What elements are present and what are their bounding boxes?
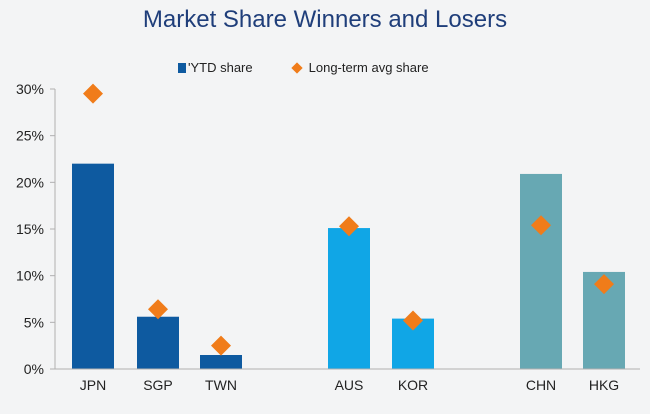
y-tick-label: 20% [16, 174, 44, 190]
x-tick-label: SGP [143, 377, 173, 393]
legend-item-ytd: 'YTD share [178, 60, 253, 75]
x-tick-label: TWN [205, 377, 237, 393]
diamond-sgp [148, 299, 168, 320]
bar-sgp [137, 316, 179, 369]
diamond-twn [211, 335, 231, 356]
x-tick-label: JPN [80, 377, 106, 393]
x-tick-label: KOR [398, 377, 428, 393]
y-tick-label: 25% [16, 128, 44, 144]
y-tick-label: 10% [16, 268, 44, 284]
x-tick-label: CHN [526, 377, 556, 393]
bar-jpn [72, 163, 114, 369]
legend-swatch-ytd [178, 62, 186, 73]
chart-title: Market Share Winners and Losers [142, 6, 508, 33]
diamond-chn [531, 215, 551, 236]
x-tick-label: HKG [589, 377, 619, 393]
y-tick-label: 30% [16, 81, 44, 97]
legend-label-longterm: Long-term avg share [308, 60, 429, 75]
diamond-hkg [594, 274, 614, 295]
legend-item-longterm: Long-term avg share [290, 60, 429, 75]
diamond-aus [339, 216, 359, 237]
legend-label-ytd: 'YTD share [188, 60, 253, 75]
y-tick-label: 5% [24, 314, 44, 330]
bar-twn [200, 355, 242, 369]
y-tick-label: 0% [24, 361, 44, 377]
bar-chn [520, 173, 562, 369]
y-tick-label: 15% [16, 221, 44, 237]
bar-aus [328, 228, 370, 369]
x-tick-label: AUS [335, 377, 364, 393]
diamond-jpn [83, 83, 103, 104]
legend: 'YTD share Long-term avg share [178, 60, 469, 75]
diamond-kor [403, 310, 423, 331]
